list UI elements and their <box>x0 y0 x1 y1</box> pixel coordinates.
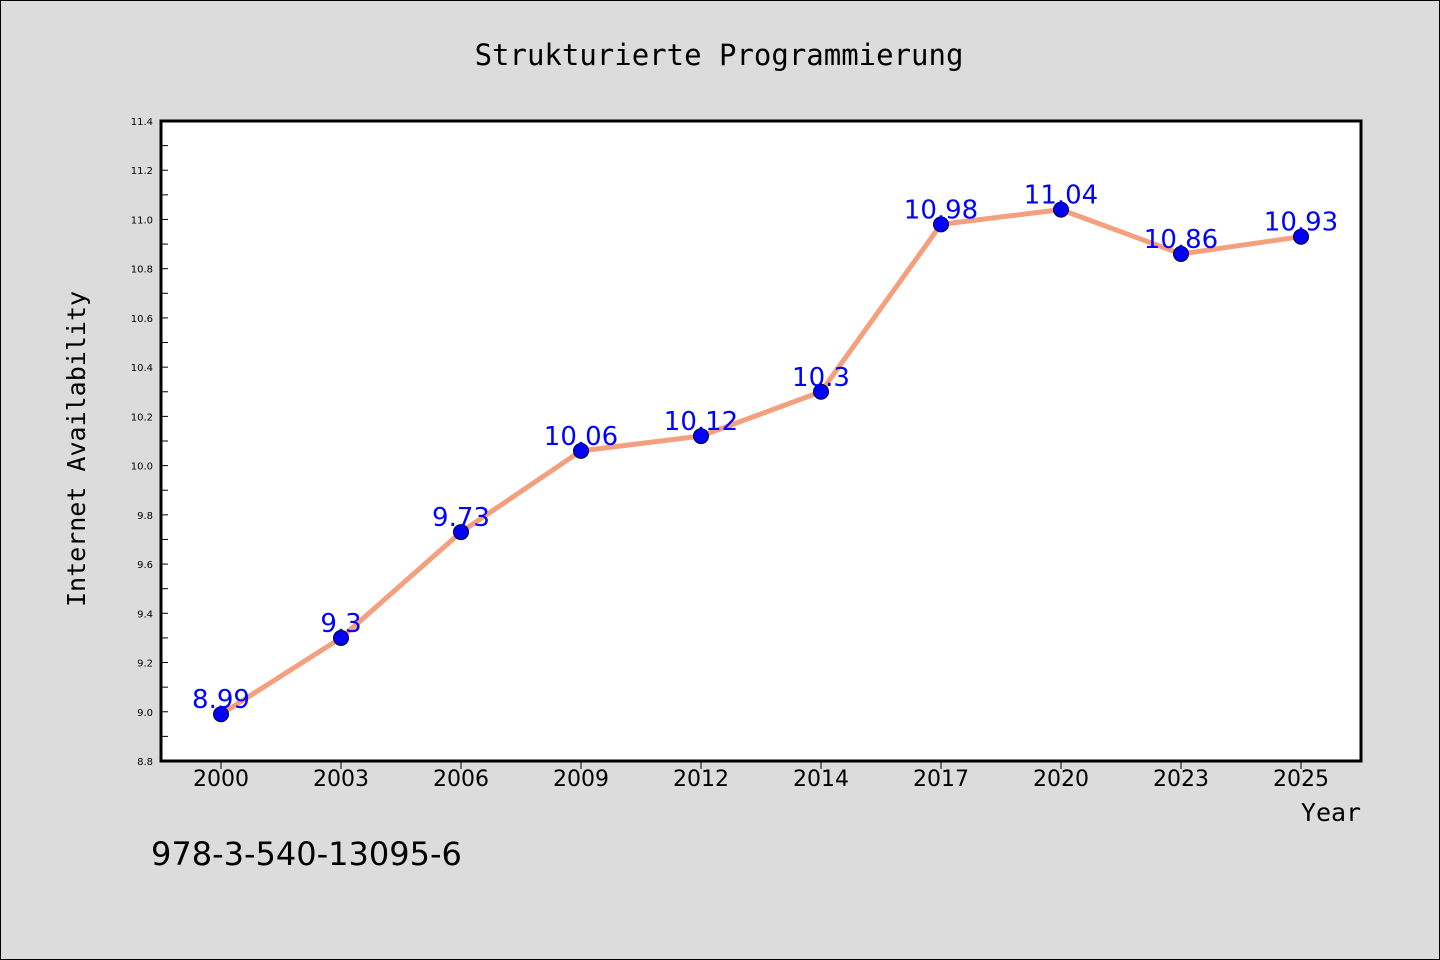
data-point-marker <box>1173 245 1189 262</box>
data-point-marker <box>333 629 349 646</box>
data-point-marker <box>1293 228 1309 245</box>
data-label: 9.3 <box>320 609 361 639</box>
x-tick-label: 2020 <box>1033 767 1089 792</box>
y-tick-label: 10.6 <box>131 314 153 325</box>
plot-frame <box>159 119 1363 763</box>
y-axis-ticks: 8.8 9.0 9.2 9.4 9.6 9.8 10.0 10.2 10.4 10.6 10.8 11… <box>131 117 168 768</box>
data-label: 10.86 <box>1144 225 1218 255</box>
x-axis-ticks: 2000 2003 2006 2009 2012 2014 2017 2020 2023 2025 <box>193 761 1329 792</box>
data-label: 8.99 <box>192 685 250 715</box>
data-label: 10.98 <box>904 195 978 225</box>
data-point-marker <box>933 216 949 233</box>
y-tick-label: 11.4 <box>131 117 153 128</box>
series-markers <box>213 201 1309 723</box>
data-point-marker <box>693 428 709 445</box>
data-point-marker <box>453 524 469 541</box>
data-label: 10.93 <box>1264 208 1338 238</box>
y-tick-label: 10.4 <box>131 363 153 374</box>
x-tick-label: 2012 <box>673 767 729 792</box>
data-point-marker <box>1053 201 1069 218</box>
y-tick-label: 9.2 <box>137 659 153 670</box>
x-tick-label: 2017 <box>913 767 969 792</box>
y-tick-label: 10.2 <box>131 412 153 423</box>
x-tick-label: 2023 <box>1153 767 1209 792</box>
data-label: 10.3 <box>792 363 850 393</box>
x-tick-label: 2014 <box>793 767 849 792</box>
y-tick-label: 9.0 <box>137 708 153 719</box>
data-label: 11.04 <box>1024 181 1098 211</box>
x-tick-label: 2006 <box>433 767 489 792</box>
y-tick-label: 8.8 <box>137 757 153 768</box>
x-tick-label: 2025 <box>1273 767 1329 792</box>
footnote-isbn: 978-3-540-13095-6 <box>151 835 462 873</box>
data-labels: 8.99 9.3 9.73 10.06 10.12 10.3 10.98 11.04 10.86… <box>192 181 1338 716</box>
x-tick-label: 2009 <box>553 767 609 792</box>
y-tick-label: 9.8 <box>137 511 153 522</box>
data-label: 10.06 <box>544 422 618 452</box>
y-axis-label: Internet Availability <box>62 291 91 607</box>
x-axis-label: Year <box>1301 798 1361 827</box>
y-tick-label: 9.6 <box>137 560 153 571</box>
y-tick-label: 10.0 <box>131 462 153 473</box>
data-point-marker <box>573 442 589 459</box>
y-tick-label: 11.2 <box>131 166 153 177</box>
data-label: 9.73 <box>432 503 490 533</box>
x-tick-label: 2003 <box>313 767 369 792</box>
y-tick-label: 9.4 <box>137 609 153 620</box>
data-point-marker <box>813 383 829 400</box>
data-label: 10.12 <box>664 407 738 437</box>
x-tick-label: 2000 <box>193 767 249 792</box>
y-tick-label: 10.8 <box>131 265 153 276</box>
series-line <box>219 207 1302 717</box>
chart-title: Strukturierte Programmierung <box>475 38 964 72</box>
plot-area <box>161 121 1361 761</box>
data-point-marker <box>213 706 229 723</box>
y-tick-label: 11.0 <box>131 215 153 226</box>
